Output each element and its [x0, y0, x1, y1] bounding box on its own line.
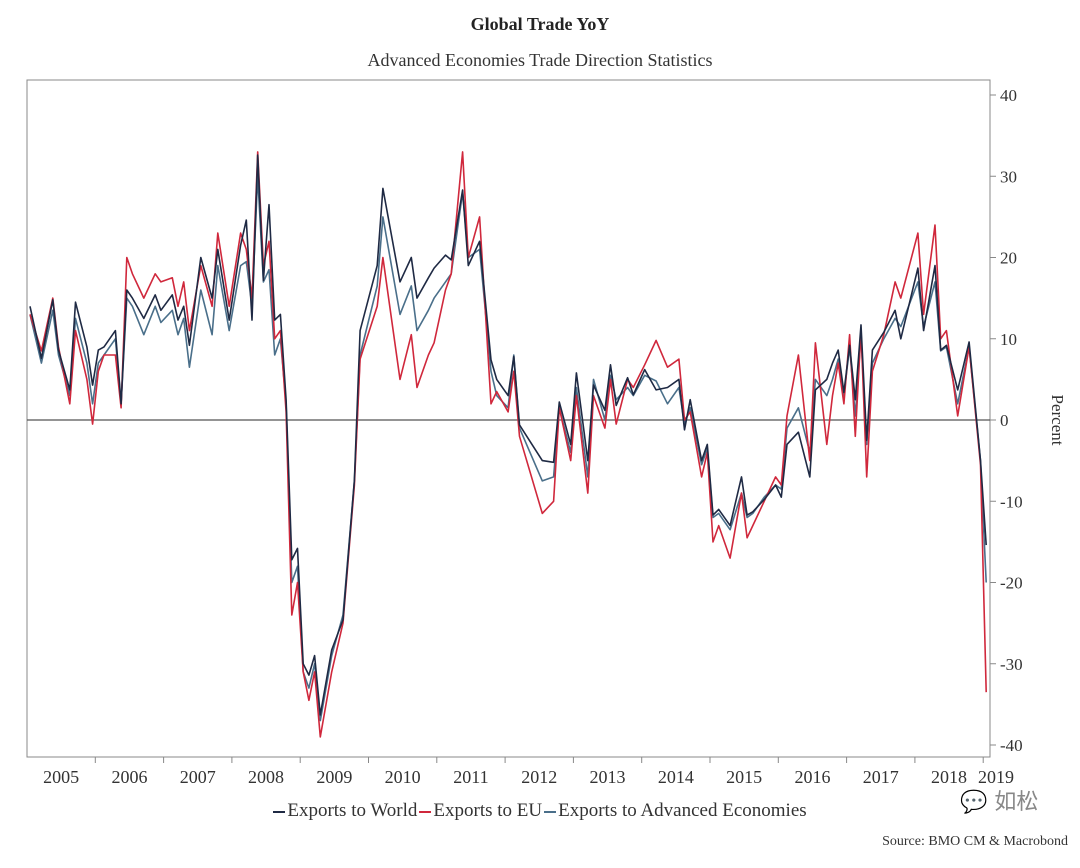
- x-tick-label: 2005: [43, 767, 79, 787]
- x-tick-label: 2008: [248, 767, 284, 787]
- watermark-text: 如松: [994, 790, 1039, 815]
- series-lines: [29, 151, 987, 738]
- y-tick-label: -20: [1000, 574, 1023, 593]
- y-tick-label: 10: [1000, 330, 1017, 349]
- x-tick-label: 2010: [385, 767, 421, 787]
- x-tick-label: 2009: [316, 767, 352, 787]
- x-tick-label: 2016: [794, 767, 830, 787]
- x-tick-label: 2017: [863, 767, 899, 787]
- series-line-exports-to-world: [29, 154, 987, 716]
- legend-swatch-advanced: [544, 810, 557, 813]
- legend-item-eu: Exports to EU: [419, 800, 542, 821]
- x-tick-label: 2013: [590, 767, 626, 787]
- y-tick-label: -30: [1000, 655, 1023, 674]
- legend-label: Exports to World: [287, 800, 418, 821]
- x-tick-label: 2006: [111, 767, 147, 787]
- y-tick-label: 20: [1000, 249, 1017, 268]
- y-axis-label: Percent: [1048, 395, 1067, 446]
- series-line-exports-to-eu: [29, 151, 987, 738]
- y-axis: 40 30 20 10 0 -10 -20 -30 -40: [990, 86, 1023, 755]
- source-note: Source: BMO CM & Macrobond: [882, 834, 1068, 849]
- y-tick-label: 0: [1000, 411, 1009, 430]
- legend-label: Exports to Advanced Economies: [558, 800, 807, 821]
- watermark-logo: 💬 如松: [960, 790, 1039, 815]
- series-line-exports-to-advanced-economies: [29, 175, 987, 722]
- chart-title: Global Trade YoY: [470, 14, 610, 34]
- x-tick-label: 2012: [521, 767, 557, 787]
- x-tick-label: 2007: [180, 767, 216, 787]
- x-tick-label: 2014: [658, 767, 694, 787]
- plot-frame: [26, 79, 991, 758]
- legend-label: Exports to EU: [433, 800, 543, 821]
- y-tick-label: 30: [1000, 167, 1017, 186]
- x-tick-label: 2019: [978, 767, 1014, 787]
- y-tick-label: -40: [1000, 736, 1023, 755]
- x-tick-label: 2011: [453, 767, 488, 787]
- x-tick-label: 2015: [726, 767, 762, 787]
- legend-swatch-eu: [419, 810, 432, 813]
- chart-subtitle: Advanced Economies Trade Direction Stati…: [367, 50, 713, 70]
- legend-item-advanced: Exports to Advanced Economies: [544, 800, 807, 821]
- x-axis: 2005 2006 2007 2008 2009 2010 2011 2012 2013 2014…: [43, 757, 1014, 787]
- y-tick-label: -10: [1000, 492, 1023, 511]
- y-tick-label: 40: [1000, 86, 1017, 105]
- x-tick-label: 2018: [931, 767, 967, 787]
- legend-swatch-world: [273, 810, 286, 813]
- legend-item-world: Exports to World: [273, 800, 417, 821]
- legend: Exports to World Exports to EU Exports to …: [0, 800, 1080, 822]
